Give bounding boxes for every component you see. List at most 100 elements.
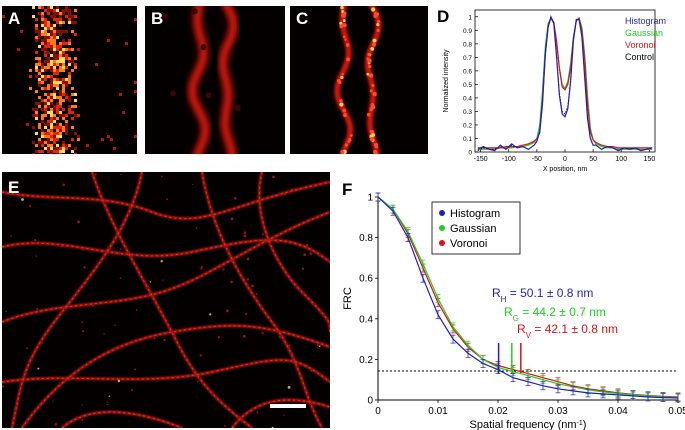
pixel <box>47 93 50 96</box>
pixel <box>56 102 59 105</box>
pixel <box>50 69 53 72</box>
pixel <box>47 21 50 24</box>
legend-entry-gaussian: Gaussian <box>625 28 663 38</box>
bright-spot <box>372 149 378 154</box>
background-speck <box>35 255 38 257</box>
pixel <box>38 57 41 60</box>
pixel <box>44 141 47 144</box>
microtubule-detail <box>258 172 330 332</box>
pixel <box>113 147 116 150</box>
y-axis-label: FRC <box>342 287 354 310</box>
pixel <box>62 87 65 90</box>
background-speck <box>161 175 163 178</box>
pixel <box>56 108 59 111</box>
microtubule <box>10 172 144 428</box>
background-speck <box>82 249 84 251</box>
pixel <box>47 75 50 78</box>
pixel <box>65 147 68 150</box>
pixel <box>53 96 56 99</box>
pixel <box>62 51 65 54</box>
background-speck <box>303 253 307 257</box>
background-speck <box>288 344 291 347</box>
pixel <box>59 90 62 93</box>
bright-spot <box>339 24 344 29</box>
pixel <box>68 108 71 111</box>
bright-spot <box>371 105 376 110</box>
speck <box>200 44 207 51</box>
pixel <box>65 81 68 84</box>
pixel <box>50 153 53 154</box>
background-speck <box>119 248 122 251</box>
pixel <box>53 54 56 57</box>
pixel <box>29 69 32 72</box>
pixel <box>32 153 35 154</box>
pixel <box>44 126 47 129</box>
pixel <box>50 75 53 78</box>
legend-marker-voronoi <box>439 240 445 246</box>
pixel <box>44 48 47 51</box>
legend-entry-voronoi: Voronoi <box>625 40 656 50</box>
pixel <box>65 96 68 99</box>
pixel <box>62 39 65 42</box>
pixel <box>35 102 38 105</box>
pixel <box>74 99 77 102</box>
background-speck <box>5 310 7 313</box>
pixel <box>44 102 47 105</box>
bright-spot <box>371 7 376 12</box>
pixel <box>56 36 59 39</box>
pixel <box>50 135 53 138</box>
background-speck <box>106 404 108 406</box>
bright-spot <box>376 23 380 27</box>
background-speck <box>225 309 229 313</box>
background-speck <box>83 266 86 269</box>
pixel <box>32 141 35 144</box>
microtubule-detail <box>2 181 330 220</box>
pixel <box>125 42 128 45</box>
pixel <box>38 123 41 126</box>
pixel <box>56 147 59 150</box>
background-speck <box>162 279 164 281</box>
y-tick-label: 0.5 <box>463 82 472 89</box>
pixel <box>29 75 32 78</box>
pixel <box>50 138 53 141</box>
background-speck <box>36 307 39 310</box>
pixel <box>35 36 38 39</box>
pixel <box>53 114 56 117</box>
pixel <box>35 132 38 135</box>
pixel <box>62 144 65 147</box>
microtubule-detail <box>201 172 323 428</box>
pixel <box>53 33 56 36</box>
legend-label-gaussian: Gaussian <box>450 223 496 235</box>
pixel <box>134 18 137 21</box>
pixel <box>47 9 50 12</box>
pixel <box>41 33 44 36</box>
pixel <box>59 153 62 154</box>
pixel <box>47 96 50 99</box>
pixel <box>71 30 74 33</box>
background-speck <box>94 173 97 176</box>
y-tick-label: 0.1 <box>463 136 472 143</box>
bright-spot <box>343 113 348 118</box>
pixel <box>65 123 68 126</box>
pixel <box>41 24 44 27</box>
pixel <box>56 81 59 84</box>
pixel <box>44 30 47 33</box>
bright-spot <box>336 78 341 83</box>
background-speck <box>120 173 122 176</box>
pixel <box>44 33 47 36</box>
background-speck <box>287 385 291 389</box>
pixel <box>74 105 77 108</box>
pixel <box>65 9 68 12</box>
panel-b-letter: B <box>151 9 164 28</box>
pixel <box>59 99 62 102</box>
background-speck <box>224 424 226 427</box>
pixel <box>53 36 56 39</box>
pixel <box>44 132 47 135</box>
pixel <box>56 78 59 81</box>
background-speck <box>163 338 166 341</box>
pixel <box>38 138 41 141</box>
x-tick-label: 0 <box>375 406 381 417</box>
pixel <box>38 96 41 99</box>
pixel <box>56 21 59 24</box>
pixel <box>74 9 77 12</box>
